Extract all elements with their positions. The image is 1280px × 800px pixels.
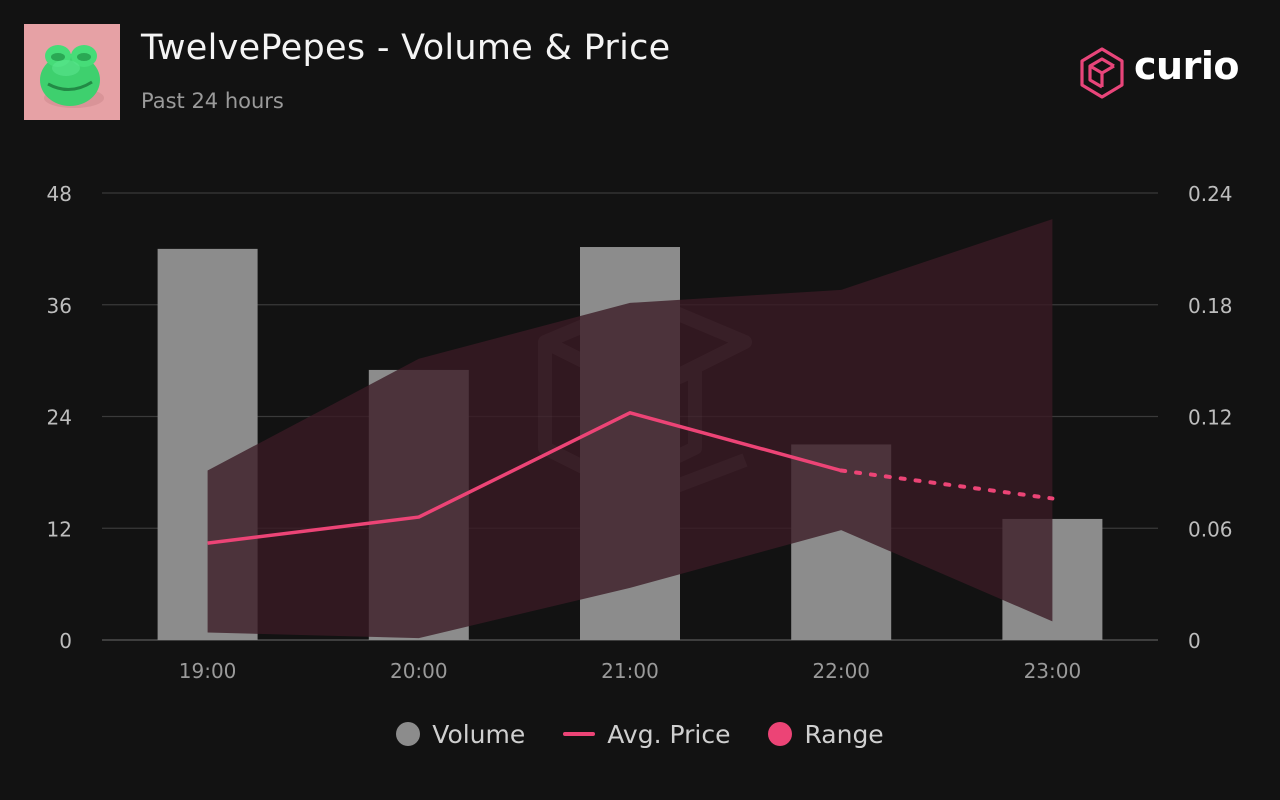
right-axis-ticks: 0 0.06 0.12 0.18 0.24 <box>1188 182 1233 653</box>
left-axis-tick: 0 <box>59 629 72 653</box>
legend-item-volume[interactable]: Volume <box>396 720 525 749</box>
x-axis-tick: 22:00 <box>812 659 870 683</box>
range-band <box>207 219 1053 639</box>
chart-legend: Volume Avg. Price Range <box>0 714 1280 754</box>
x-axis-tick: 20:00 <box>390 659 448 683</box>
left-axis-tick: 12 <box>47 517 72 541</box>
collection-thumbnail <box>24 24 120 120</box>
avg-price-projection <box>839 468 1055 501</box>
curio-logo-icon <box>1080 47 1124 99</box>
legend-avg-price-label: Avg. Price <box>607 719 731 749</box>
left-axis-tick: 24 <box>47 406 72 430</box>
legend-volume-swatch <box>396 722 421 746</box>
chart-title: TwelvePepes - Volume & Price <box>141 28 671 68</box>
left-axis-ticks: 0 12 24 36 48 <box>47 182 72 653</box>
avg-price-line <box>207 411 1055 545</box>
left-axis-tick: 36 <box>47 294 72 318</box>
right-axis-tick: 0 <box>1188 629 1201 653</box>
brand-name: curio <box>1134 44 1239 88</box>
x-axis-tick: 21:00 <box>601 659 659 683</box>
right-axis-tick: 0.12 <box>1188 406 1233 430</box>
x-axis-tick: 23:00 <box>1024 659 1082 683</box>
legend-avg-price-swatch <box>563 732 596 736</box>
chart-subtitle: Past 24 hours <box>141 89 284 113</box>
x-axis-ticks: 19:00 20:00 21:00 22:00 23:00 <box>179 659 1081 683</box>
right-axis-tick: 0.24 <box>1188 182 1233 206</box>
left-axis-tick: 48 <box>47 182 72 206</box>
range-area <box>207 219 1053 639</box>
avg-price-solid <box>207 411 842 545</box>
legend-item-avg-price[interactable]: Avg. Price <box>563 720 730 749</box>
pepe-frog-icon <box>40 45 104 108</box>
legend-item-range[interactable]: Range <box>768 719 884 749</box>
right-axis-tick: 0.18 <box>1188 294 1233 318</box>
brand-logo[interactable]: curio <box>1078 44 1239 100</box>
right-axis-tick: 0.06 <box>1188 517 1233 541</box>
legend-range-swatch <box>768 722 793 746</box>
x-axis-tick: 19:00 <box>179 659 237 683</box>
legend-range-label: Range <box>804 719 884 749</box>
legend-volume-label: Volume <box>432 719 526 749</box>
